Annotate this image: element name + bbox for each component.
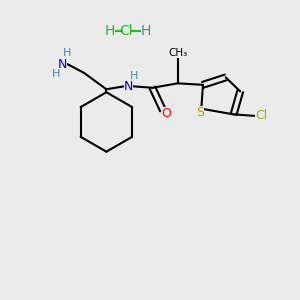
Text: H: H (63, 48, 71, 58)
Text: H: H (130, 71, 138, 81)
Text: H: H (52, 69, 60, 80)
Text: Cl: Cl (255, 110, 267, 122)
Text: N: N (124, 80, 134, 93)
Text: O: O (161, 107, 171, 120)
Text: CH₃: CH₃ (168, 48, 187, 58)
Text: H: H (140, 24, 151, 38)
Text: N: N (58, 58, 68, 70)
Text: S: S (196, 106, 204, 119)
Text: H: H (105, 24, 115, 38)
Text: Cl: Cl (119, 24, 133, 38)
